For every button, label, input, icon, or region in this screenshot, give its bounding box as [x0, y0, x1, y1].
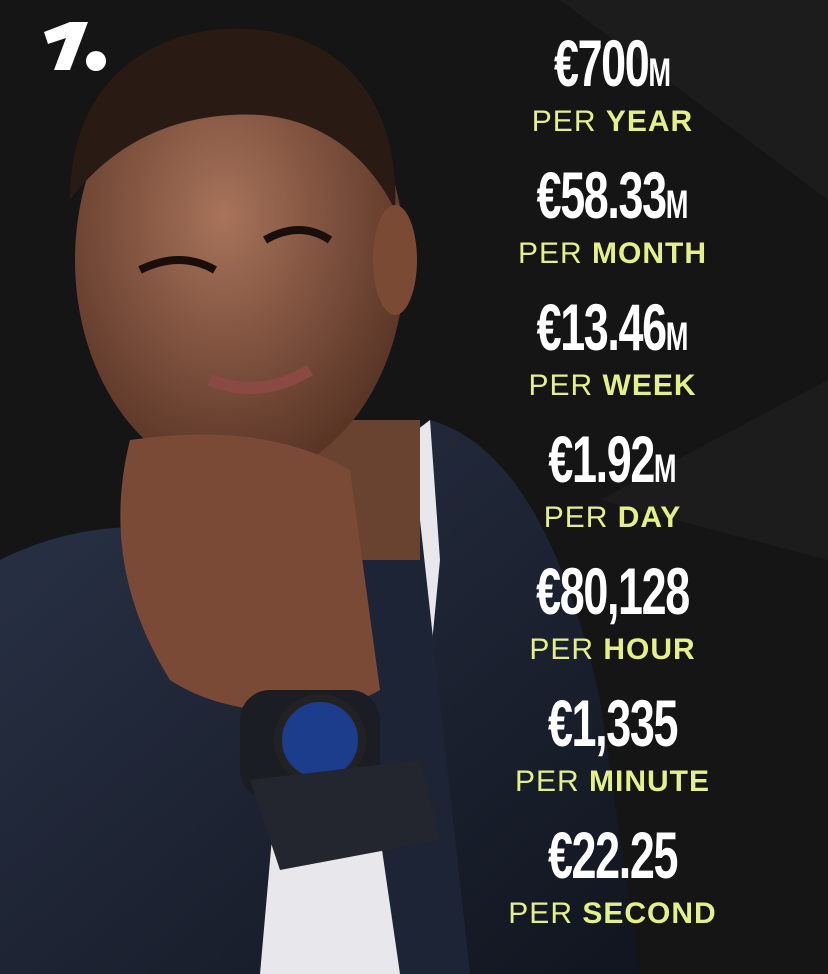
stat-period: HOUR [603, 633, 696, 666]
stat-value: €1.92 [548, 422, 655, 496]
stat-prefix: PER [508, 897, 573, 930]
stat-unit: M [665, 315, 689, 359]
stat-period: YEAR [605, 105, 694, 138]
stat-period: WEEK [602, 369, 697, 402]
onefootball-logo [44, 22, 106, 71]
stat-value: €13.46 [536, 290, 667, 364]
stat-prefix: PER [531, 105, 597, 138]
stat-period: DAY [617, 501, 682, 534]
stat-unit: M [665, 183, 689, 227]
stat-value: €1,335 [547, 686, 678, 760]
stat-prefix: PER [528, 369, 594, 402]
stat-prefix: PER [517, 237, 583, 270]
stat-month: €58.33M PER MONTH [470, 154, 755, 286]
stat-day: €1.92M PER DAY [470, 418, 755, 550]
stat-hour: €80,128 PER HOUR [470, 550, 755, 682]
stat-value: €58.33 [536, 158, 667, 232]
stat-minute: €1,335 PER MINUTE [470, 682, 755, 814]
stat-value: €80,128 [536, 554, 690, 628]
stat-value: €22.25 [547, 818, 678, 892]
stat-value: €700 [553, 26, 650, 100]
stat-prefix: PER [543, 501, 609, 534]
stat-unit: M [648, 51, 672, 95]
stat-period: MINUTE [589, 765, 711, 798]
stat-unit: M [653, 447, 677, 491]
stat-prefix: PER [514, 765, 580, 798]
salary-breakdown: €700M PER YEAR €58.33M PER MONTH €13.46M… [470, 22, 755, 946]
stat-prefix: PER [529, 633, 594, 666]
stat-second: €22.25 PER SECOND [470, 814, 755, 946]
stat-year: €700M PER YEAR [470, 22, 755, 154]
stat-week: €13.46M PER WEEK [470, 286, 755, 418]
stat-period: SECOND [582, 897, 717, 930]
stat-period: MONTH [592, 237, 707, 270]
